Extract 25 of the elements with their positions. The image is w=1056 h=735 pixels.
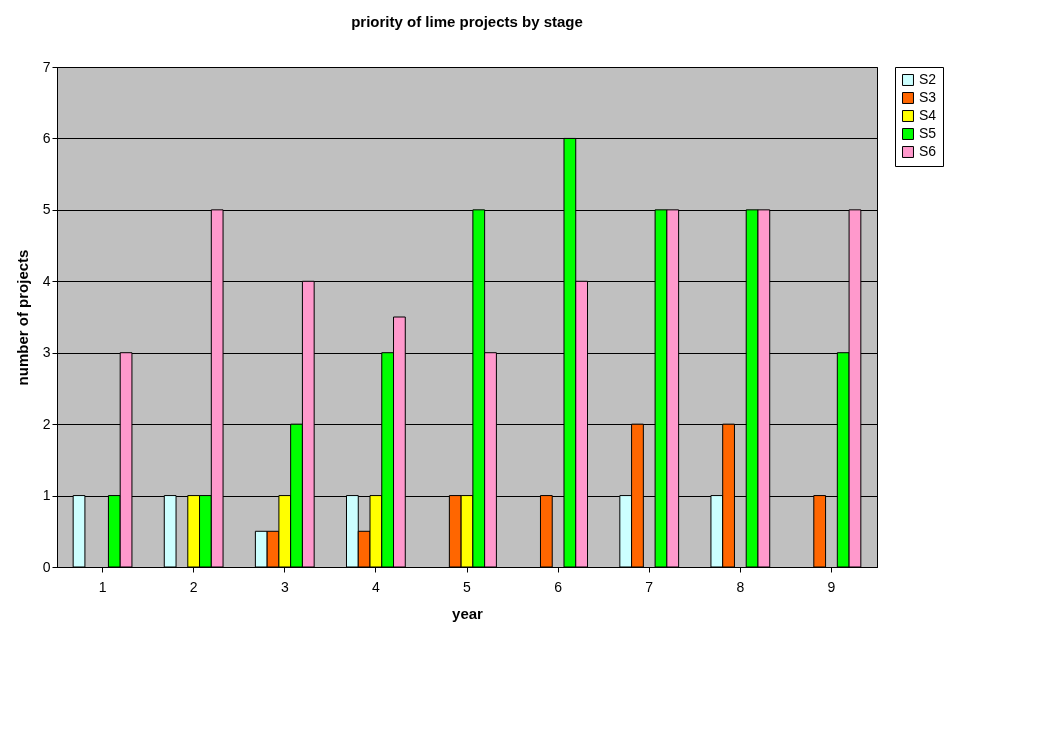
y-tick-label: 6 [42,129,51,146]
x-tick-label: 8 [736,578,745,595]
x-tick-label: 1 [98,578,107,595]
y-tick-label: 3 [42,344,51,361]
y-axis-title: number of projects [13,249,31,386]
x-tick-label: 7 [645,578,654,595]
legend-label: S4 [919,107,937,123]
x-tick-label: 4 [371,578,380,595]
legend-label: S2 [919,71,937,87]
legend-label: S3 [919,89,937,105]
legend-label: S6 [919,143,937,159]
x-tick-label: 6 [554,578,563,595]
x-tick-label: 5 [463,578,472,595]
x-axis-title: year [452,604,484,622]
legend-label: S5 [919,125,937,141]
chart-title: priority of lime projects by stage [351,13,583,30]
x-tick-label: 2 [189,578,198,595]
y-tick-label: 4 [42,272,51,289]
x-tick-label: 9 [827,578,836,595]
y-tick-label: 2 [42,415,51,432]
y-tick-label: 0 [42,558,51,575]
y-tick-label: 1 [42,487,51,504]
x-tick-label: 3 [280,578,289,595]
y-tick-label: 7 [42,58,51,75]
y-tick-label: 5 [42,201,51,218]
